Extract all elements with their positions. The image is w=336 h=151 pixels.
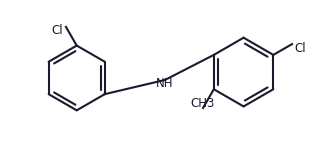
Text: NH: NH xyxy=(156,77,174,90)
Text: Cl: Cl xyxy=(51,24,63,37)
Text: Cl: Cl xyxy=(294,42,306,55)
Text: CH3: CH3 xyxy=(191,97,215,110)
